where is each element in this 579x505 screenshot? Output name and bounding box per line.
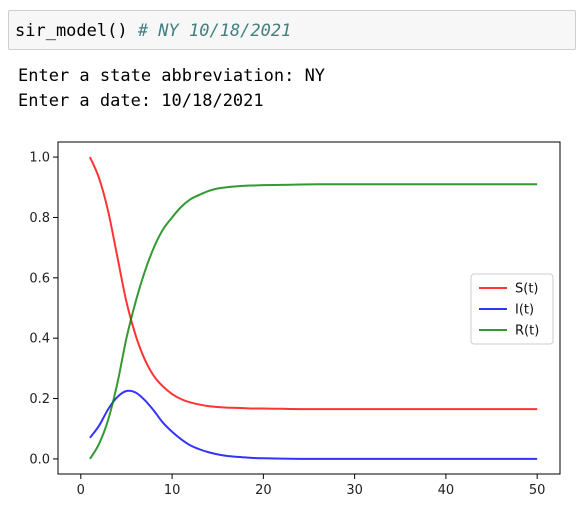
x-tick-label: 50 <box>529 483 546 498</box>
legend-box <box>470 273 554 345</box>
legend-label-it: I(t) <box>515 303 534 318</box>
y-tick-label: 1.0 <box>29 151 50 166</box>
cell-output: Enter a state abbreviation: NY Enter a d… <box>18 64 325 114</box>
x-tick-label: 20 <box>255 483 272 498</box>
x-tick-label: 40 <box>438 483 455 498</box>
x-tick-label: 30 <box>346 483 363 498</box>
y-tick-label: 0.2 <box>29 392 50 407</box>
y-tick-label: 0.4 <box>29 332 50 347</box>
x-tick-label: 10 <box>164 483 181 498</box>
code-text: sir_model() <box>15 21 138 41</box>
output-line-date: Enter a date: 10/18/2021 <box>18 91 264 111</box>
sir-line-chart: 0 10 20 30 40 50 0.0 0.2 0.4 0.6 0.8 1.0 S(t) I(t) R(t… <box>29 141 561 498</box>
legend-label-rt: R(t) <box>515 324 539 339</box>
x-tick-label: 0 <box>77 483 85 498</box>
series-line-st <box>89 156 538 411</box>
output-line-state: Enter a state abbreviation: NY <box>18 66 326 86</box>
y-tick-label: 0.8 <box>29 211 50 226</box>
code-cell[interactable]: sir_model() # NY 10/18/2021 <box>8 10 576 50</box>
code-comment: # NY 10/18/2021 <box>137 21 292 41</box>
y-tick-label: 0.0 <box>29 452 50 467</box>
series-line-it <box>89 389 538 460</box>
y-tick-label: 0.6 <box>29 271 50 286</box>
legend-label-st: S(t) <box>515 282 539 297</box>
plot-frame <box>57 141 561 475</box>
series-line-rt <box>89 183 538 460</box>
